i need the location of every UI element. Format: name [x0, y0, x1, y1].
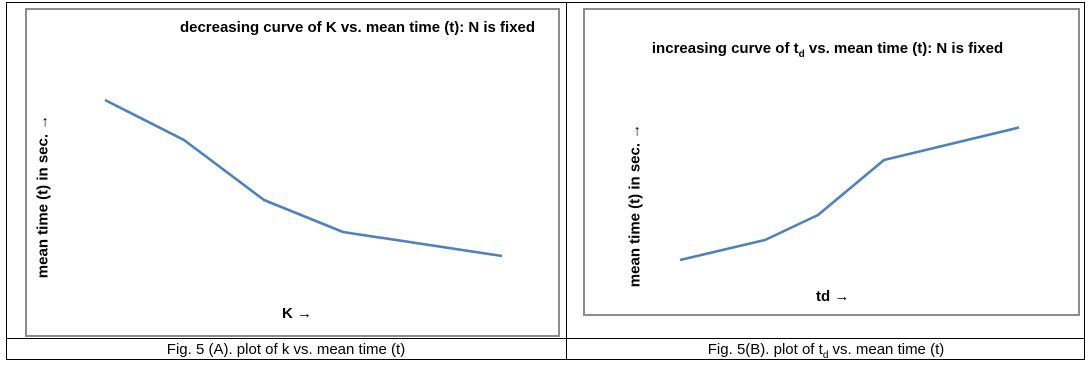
- caption-b-rest: vs. mean time (t): [828, 341, 945, 358]
- figure-table-frame: [6, 2, 1085, 360]
- chart-a-panel: [25, 8, 560, 337]
- chart-a-title: decreasing curve of K vs. mean time (t):…: [179, 19, 536, 36]
- chart-b-title-subscript: d: [798, 49, 805, 60]
- caption-b: Fig. 5(B). plot of td vs. mean time (t): [567, 341, 1085, 361]
- chart-b-title-main: increasing curve of t: [651, 40, 799, 57]
- caption-b-subscript: d: [822, 350, 829, 361]
- chart-b-series-line: [679, 126, 1020, 262]
- chart-a-x-axis-label: K →: [282, 305, 312, 322]
- caption-a: Fig. 5 (A). plot of k vs. mean time (t): [166, 341, 406, 358]
- chart-b-title-rest: vs. mean time (t): N is fixed: [804, 40, 1004, 57]
- chart-b-x-axis-label: td →: [816, 288, 850, 305]
- caption-b-main: Fig. 5(B). plot of t: [707, 341, 823, 358]
- chart-a-series-line: [104, 98, 503, 258]
- table-row-divider: [6, 338, 1085, 339]
- table-column-divider: [566, 2, 567, 360]
- chart-b-title: increasing curve of td vs. mean time (t)…: [615, 38, 1040, 65]
- chart-b-panel: [583, 8, 1080, 316]
